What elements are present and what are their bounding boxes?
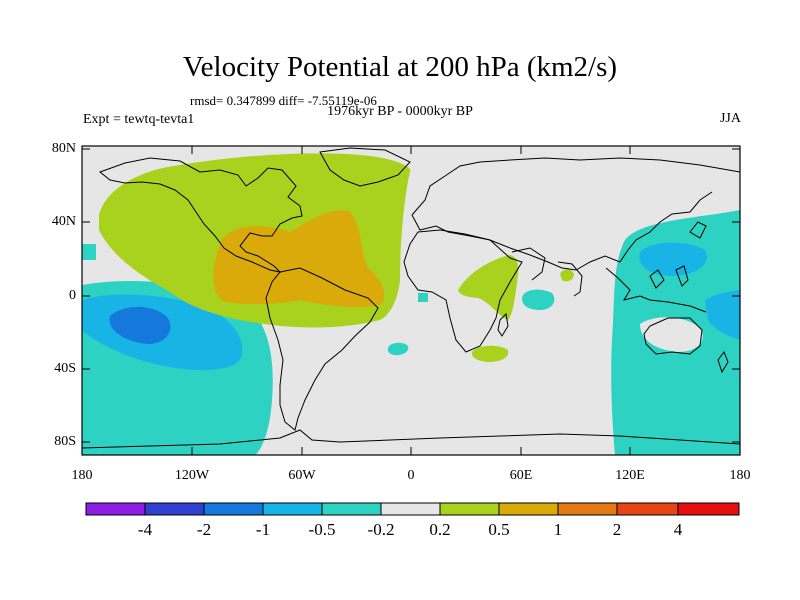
colorbar-label: 1 xyxy=(553,520,563,539)
plot-title: Velocity Potential at 200 hPa (km2/s) xyxy=(182,51,618,83)
contour-field xyxy=(82,146,740,455)
colorbar-box xyxy=(85,502,146,516)
colorbar-box xyxy=(557,502,618,516)
lat-label-equator: 0 xyxy=(69,288,76,303)
coast-japan xyxy=(689,221,707,239)
colorbar-label: 4 xyxy=(673,520,683,539)
positive-anomaly-south-africa xyxy=(471,345,509,362)
coast-africa xyxy=(403,229,523,353)
coast-madagascar xyxy=(497,312,509,337)
coastlines xyxy=(82,147,740,449)
lon-label-180e: 180 xyxy=(729,468,751,483)
colorbar-box xyxy=(262,502,323,516)
colorbar-box xyxy=(144,502,205,516)
lat-label-80s: 80S xyxy=(54,434,76,449)
colorbar-box xyxy=(439,502,500,516)
colorbar-box xyxy=(203,502,264,516)
lon-label-180w: 180 xyxy=(71,468,93,483)
negative-mid-maritime xyxy=(705,290,740,340)
colorbar-label: -4 xyxy=(137,520,153,539)
coast-south-america xyxy=(265,267,379,431)
colorbar-box xyxy=(677,502,740,516)
colorbar-label: 0.2 xyxy=(429,520,451,539)
lon-label-60e: 60E xyxy=(509,468,533,483)
lon-label-60w: 60W xyxy=(288,468,316,483)
coast-greenland xyxy=(319,147,411,187)
positive-anomaly-arabia xyxy=(560,269,574,282)
coast-australia xyxy=(643,317,703,355)
positive-anomaly-east-africa xyxy=(458,255,519,320)
colorbar-label: -0.5 xyxy=(308,520,336,539)
colorbar xyxy=(85,502,740,516)
colorbar-box xyxy=(321,502,382,516)
period-label: 1976kyr BP - 0000kyr BP xyxy=(327,104,473,119)
coast-southeast-asia xyxy=(605,265,707,313)
colorbar-box xyxy=(616,502,679,516)
lon-label-0: 0 xyxy=(407,468,415,483)
season-label: JJA xyxy=(719,111,741,126)
colorbar-label: 2 xyxy=(612,520,622,539)
coast-north-america xyxy=(98,157,303,273)
colorbar-label: 0.5 xyxy=(488,520,510,539)
lat-label-40s: 40S xyxy=(54,361,76,376)
coast-arabia-india xyxy=(511,247,583,297)
lon-label-120w: 120W xyxy=(174,468,210,483)
negative-mid-west-pacific xyxy=(639,242,707,276)
colorbar-box xyxy=(498,502,559,516)
negative-anomaly-arabian-sea xyxy=(522,289,555,310)
colorbar-label: -1 xyxy=(255,520,271,539)
colorbar-label: -0.2 xyxy=(367,520,395,539)
coast-new-zealand xyxy=(717,350,729,374)
negative-anomaly-gulf-guinea xyxy=(418,293,428,302)
lon-label-120e: 120E xyxy=(615,468,645,483)
experiment-label: Expt = tewtq-tevta1 xyxy=(83,112,195,127)
colorbar-box xyxy=(380,502,441,516)
negative-anomaly-south-atlantic xyxy=(387,342,409,356)
latitude-ticks xyxy=(82,148,740,443)
neutral-australia xyxy=(640,317,703,352)
coast-antarctica xyxy=(82,429,740,449)
rmsd-diff-stats: rmsd= 0.347899 diff= -7.55119e-06 xyxy=(190,93,377,108)
negative-anomaly-dateline-west xyxy=(82,244,96,260)
lat-label-40n: 40N xyxy=(51,214,76,229)
colorbar-label: -2 xyxy=(196,520,212,539)
longitude-ticks xyxy=(191,146,631,455)
coast-europe-asia xyxy=(411,157,740,271)
lat-label-80n: 80N xyxy=(51,141,76,156)
negative-strong-east-pacific xyxy=(109,306,171,344)
